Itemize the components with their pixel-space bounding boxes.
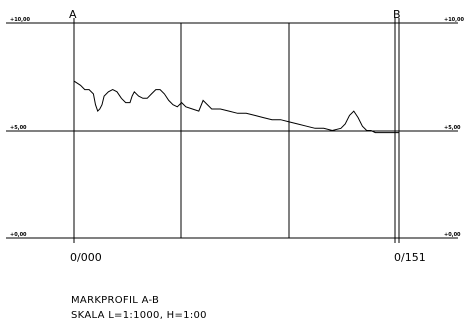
marker-a: A — [69, 8, 77, 21]
profile-title: MARKPROFIL A-B — [71, 295, 159, 306]
level-label-left-0: +0,00 — [10, 232, 27, 238]
level-label-left-10: +10,00 — [10, 17, 31, 23]
terrain-profile-line — [73, 80, 399, 134]
level-label-right-10: +10,00 — [444, 17, 464, 23]
level-label-left-5: +5,00 — [10, 125, 27, 131]
station-end: 0/151 — [394, 251, 426, 264]
station-start: 0/000 — [70, 251, 102, 264]
level-label-right-0: +0,00 — [444, 232, 461, 238]
profile-scale: SKALA L=1:1000, H=1:00 — [71, 310, 207, 321]
level-label-right-5: +5,00 — [444, 125, 461, 131]
marker-b: B — [393, 8, 401, 21]
